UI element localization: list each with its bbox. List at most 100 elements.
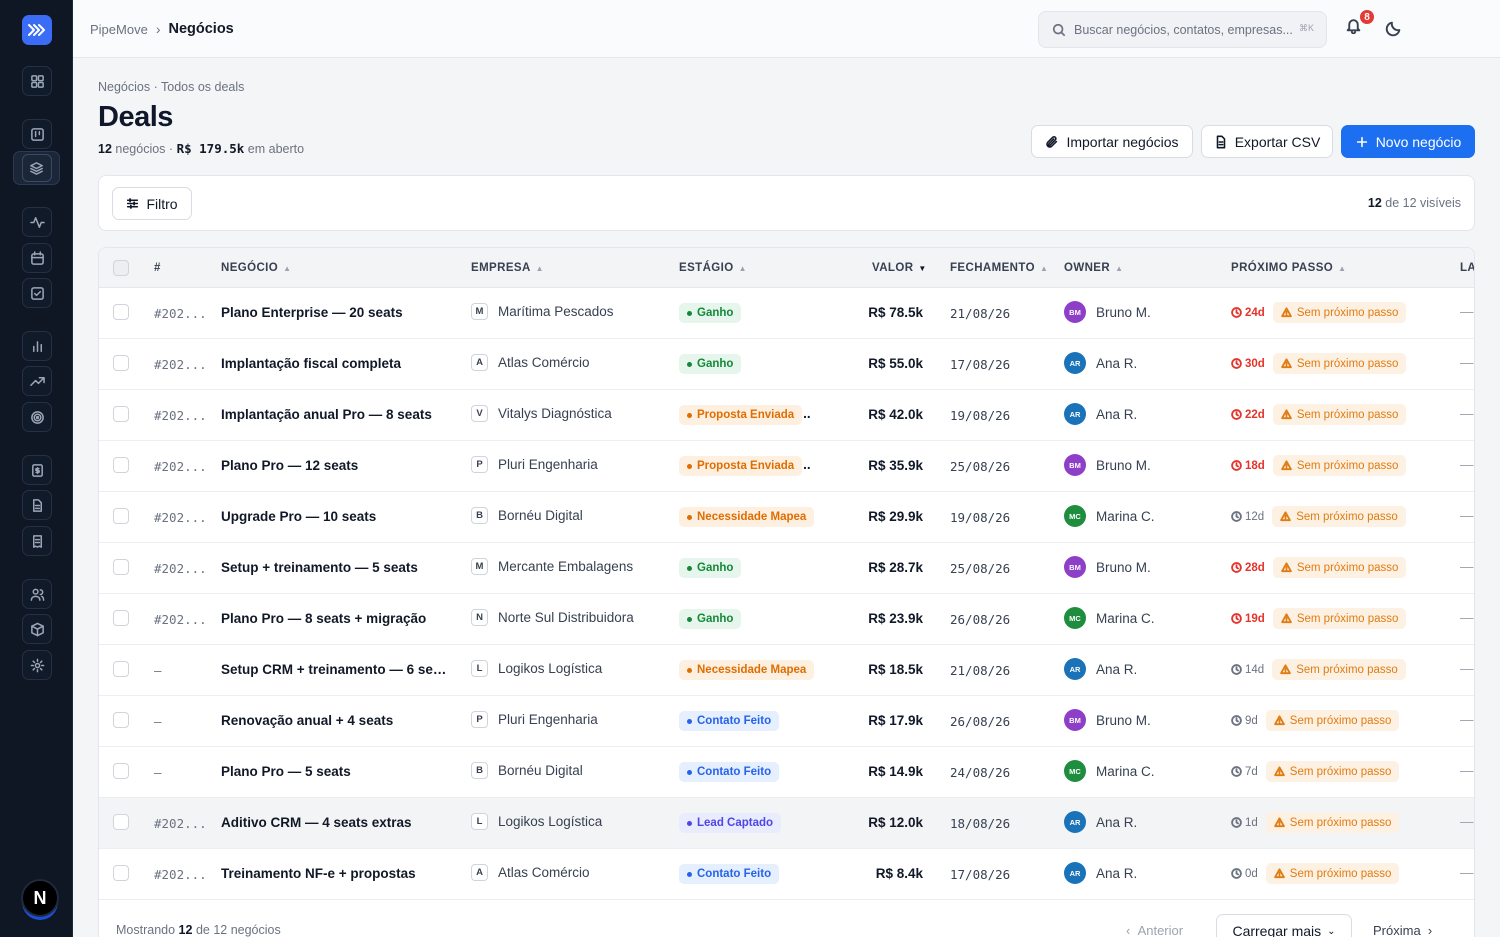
sidebar-item-dashboard[interactable] (22, 66, 52, 96)
row-checkbox[interactable] (113, 610, 129, 626)
row-checkbox[interactable] (113, 406, 129, 422)
company-cell[interactable]: B Bornéu Digital (471, 762, 583, 779)
company-cell[interactable]: A Atlas Comércio (471, 864, 590, 881)
stage-badge[interactable]: Contato Feito (679, 711, 780, 731)
search-input[interactable]: Buscar negócios, contatos, empresas... ⌘… (1038, 11, 1327, 48)
column-next-step[interactable]: PRÓXIMO PASSO ▲ (1231, 262, 1346, 274)
owner-cell[interactable]: BM Bruno M. (1064, 556, 1151, 578)
owner-cell[interactable]: MC Marina C. (1064, 760, 1155, 782)
owner-cell[interactable]: BM Bruno M. (1064, 301, 1151, 323)
stage-badge[interactable]: Proposta Enviada (679, 456, 803, 476)
notifications-button[interactable]: 8 (1345, 8, 1376, 41)
next-step-badge[interactable]: Sem próximo passo (1272, 302, 1407, 323)
next-step-badge[interactable]: Sem próximo passo (1272, 608, 1407, 629)
column-deal[interactable]: NEGÓCIO ▲ (221, 262, 291, 274)
stage-badge[interactable]: Ganho (679, 303, 742, 323)
column-last[interactable]: LA (1460, 262, 1474, 274)
deal-name[interactable]: Plano Enterprise — 20 seats (221, 305, 403, 320)
company-cell[interactable]: M Mercante Embalagens (471, 558, 633, 575)
next-page-button[interactable]: Próxima › (1373, 923, 1433, 937)
row-checkbox[interactable] (113, 712, 129, 728)
deal-name[interactable]: Renovação anual + 4 seats (221, 713, 394, 728)
owner-cell[interactable]: BM Bruno M. (1064, 454, 1151, 476)
deal-name[interactable]: Plano Pro — 5 seats (221, 764, 351, 779)
column-owner[interactable]: OWNER ▲ (1064, 262, 1123, 274)
stage-badge[interactable]: Ganho (679, 609, 742, 629)
company-cell[interactable]: P Pluri Engenharia (471, 711, 598, 728)
table-row[interactable]: #202... Plano Pro — 8 seats + migração N No… (99, 594, 1474, 645)
sidebar-item-activity[interactable] (22, 207, 52, 237)
table-row[interactable]: #202... Implantação fiscal completa A Atlas… (99, 339, 1474, 390)
row-checkbox[interactable] (113, 559, 129, 575)
next-step-badge[interactable]: Sem próximo passo (1272, 455, 1407, 476)
stage-badge[interactable]: Contato Feito (679, 762, 780, 782)
sidebar-item-products[interactable] (22, 614, 52, 644)
table-row[interactable]: #202... Plano Enterprise — 20 seats M Marít… (99, 288, 1474, 339)
previous-page-button[interactable]: ‹ Anterior (1126, 923, 1184, 937)
owner-cell[interactable]: AR Ana R. (1064, 811, 1137, 833)
table-row[interactable]: – Plano Pro — 5 seats B Bornéu Digital Conta… (99, 747, 1474, 798)
table-row[interactable]: – Renovação anual + 4 seats P Pluri Engenha… (99, 696, 1474, 747)
company-cell[interactable]: M Marítima Pescados (471, 303, 614, 320)
company-cell[interactable]: B Bornéu Digital (471, 507, 583, 524)
deal-name[interactable]: Plano Pro — 12 seats (221, 458, 359, 473)
filter-button[interactable]: Filtro (112, 187, 192, 220)
next-step-badge[interactable]: Sem próximo passo (1272, 353, 1407, 374)
deal-name[interactable]: Setup CRM + treinamento — 6 sea... (221, 662, 451, 677)
company-cell[interactable]: N Norte Sul Distribuidora (471, 609, 634, 626)
sidebar-item-tasks[interactable] (22, 278, 52, 308)
sidebar-item-settings[interactable] (22, 650, 52, 680)
company-cell[interactable]: P Pluri Engenharia (471, 456, 598, 473)
owner-cell[interactable]: AR Ana R. (1064, 862, 1137, 884)
sidebar-item-contacts[interactable] (22, 579, 52, 609)
avatar[interactable]: N (21, 879, 59, 917)
stage-badge[interactable]: Necessidade Mapea (679, 507, 815, 527)
row-checkbox[interactable] (113, 661, 129, 677)
app-logo[interactable] (22, 15, 52, 45)
owner-cell[interactable]: BM Bruno M. (1064, 709, 1151, 731)
owner-cell[interactable]: MC Marina C. (1064, 607, 1155, 629)
select-all-checkbox[interactable] (113, 260, 129, 276)
row-checkbox[interactable] (113, 763, 129, 779)
row-checkbox[interactable] (113, 355, 129, 371)
table-row[interactable]: #202... Upgrade Pro — 10 seats B Bornéu Dig… (99, 492, 1474, 543)
next-step-badge[interactable]: Sem próximo passo (1265, 863, 1400, 884)
deal-name[interactable]: Treinamento NF-e + propostas (221, 866, 416, 881)
sidebar-item-board[interactable] (22, 119, 52, 149)
owner-cell[interactable]: AR Ana R. (1064, 352, 1137, 374)
stage-badge[interactable]: Proposta Enviada (679, 405, 803, 425)
stage-badge[interactable]: Necessidade Mapea (679, 660, 815, 680)
company-cell[interactable]: L Logikos Logística (471, 813, 602, 830)
company-cell[interactable]: V Vitalys Diagnóstica (471, 405, 612, 422)
stage-badge[interactable]: Ganho (679, 558, 742, 578)
stage-badge[interactable]: Ganho (679, 354, 742, 374)
export-csv-button[interactable]: Exportar CSV (1201, 125, 1333, 158)
stage-badge[interactable]: Lead Captado (679, 813, 782, 833)
column-stage[interactable]: ESTÁGIO ▲ (679, 262, 747, 274)
theme-toggle[interactable] (1385, 20, 1402, 42)
deal-name[interactable]: Implantação anual Pro — 8 seats (221, 407, 432, 422)
company-cell[interactable]: A Atlas Comércio (471, 354, 590, 371)
sidebar-item-invoices[interactable] (22, 526, 52, 556)
sidebar-item-calendar[interactable] (22, 243, 52, 273)
sidebar-item-documents[interactable] (22, 490, 52, 520)
next-step-badge[interactable]: Sem próximo passo (1265, 812, 1400, 833)
row-checkbox[interactable] (113, 865, 129, 881)
stage-badge[interactable]: Contato Feito (679, 864, 780, 884)
owner-cell[interactable]: AR Ana R. (1064, 658, 1137, 680)
table-row[interactable]: #202... Treinamento NF-e + propostas A Atla… (99, 849, 1474, 900)
owner-cell[interactable]: AR Ana R. (1064, 403, 1137, 425)
new-deal-button[interactable]: Novo negócio (1341, 125, 1475, 158)
deal-name[interactable]: Aditivo CRM — 4 seats extras (221, 815, 412, 830)
deal-name[interactable]: Implantação fiscal completa (221, 356, 402, 371)
row-checkbox[interactable] (113, 304, 129, 320)
sidebar-item-deals[interactable] (13, 151, 60, 185)
next-step-badge[interactable]: Sem próximo passo (1272, 404, 1407, 425)
company-cell[interactable]: L Logikos Logística (471, 660, 602, 677)
table-row[interactable]: #202... Implantação anual Pro — 8 seats V V… (99, 390, 1474, 441)
next-step-badge[interactable]: Sem próximo passo (1272, 557, 1407, 578)
column-value[interactable]: VALOR ▼ (872, 262, 927, 274)
load-more-button[interactable]: Carregar mais ⌄ (1216, 914, 1352, 937)
next-step-badge[interactable]: Sem próximo passo (1272, 506, 1406, 527)
deal-name[interactable]: Upgrade Pro — 10 seats (221, 509, 377, 524)
